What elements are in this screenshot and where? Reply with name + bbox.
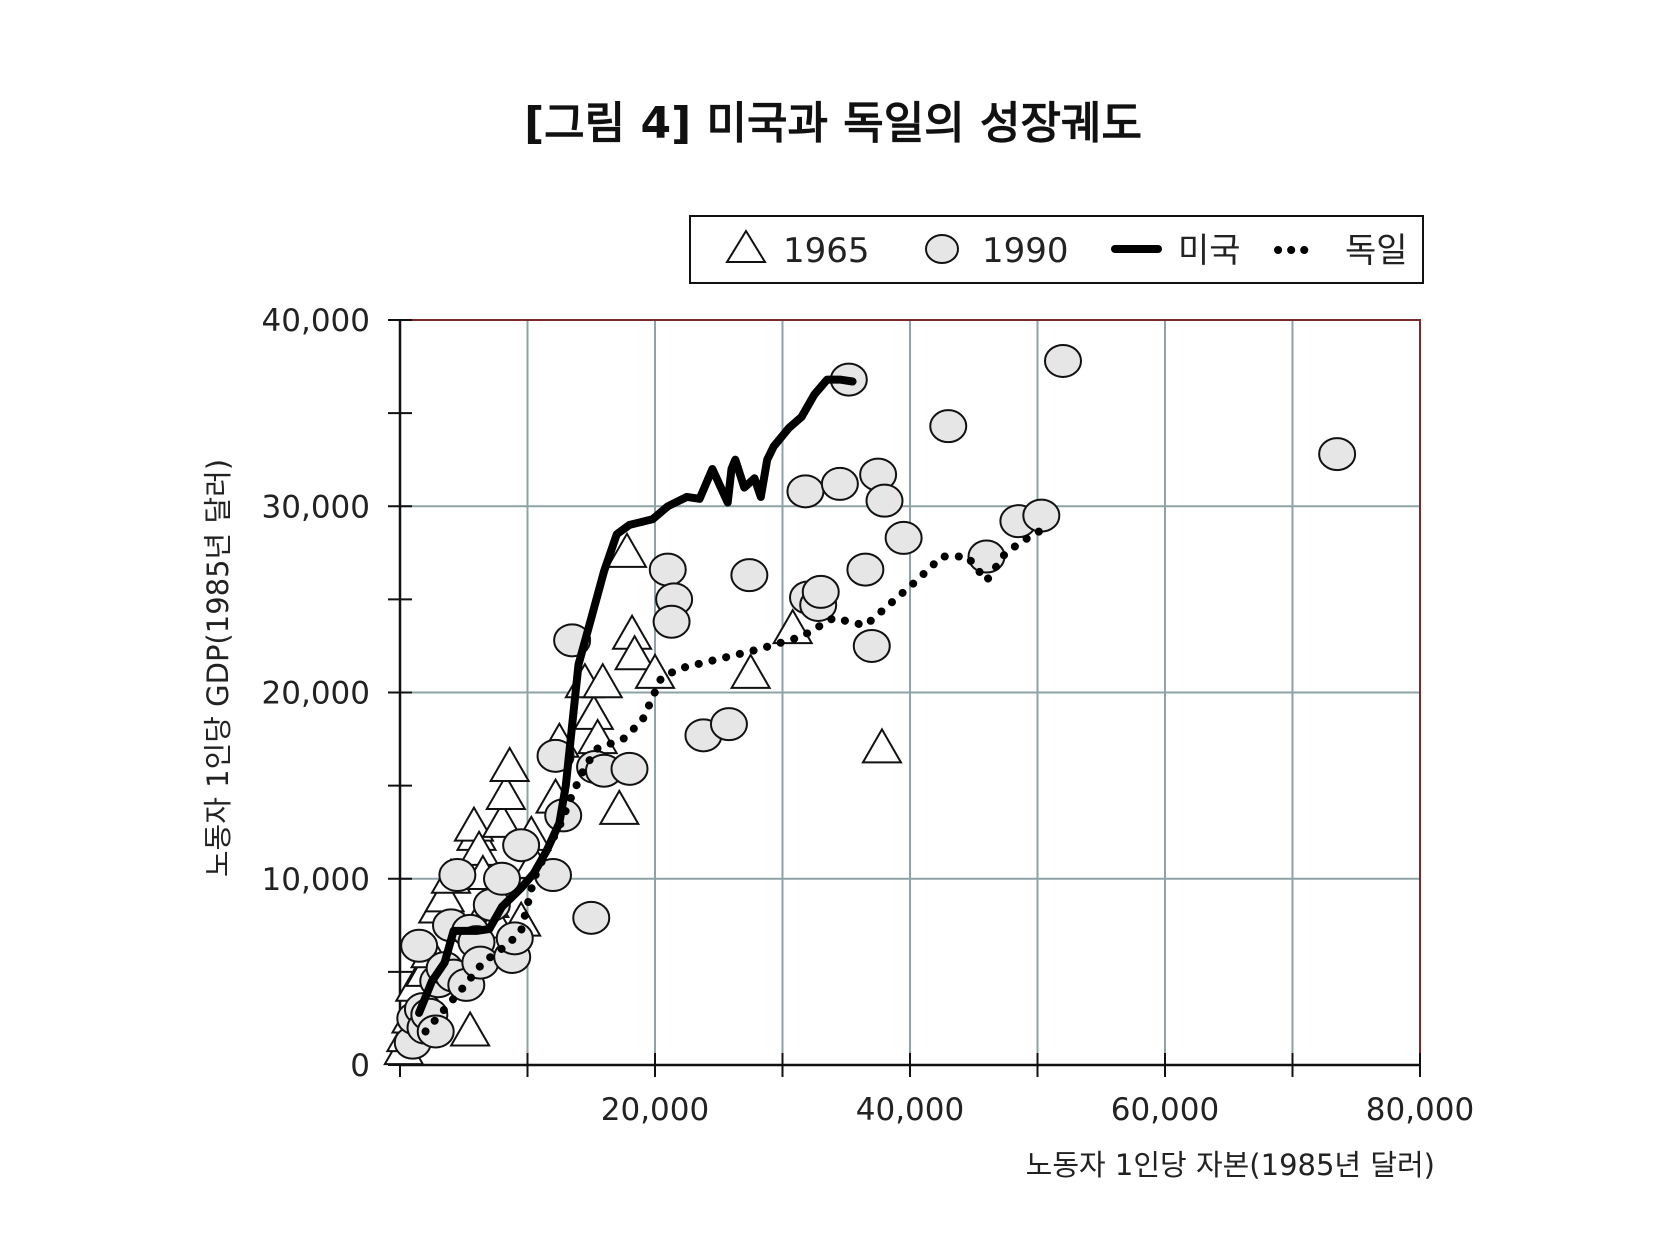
point-1990 [801,574,840,609]
line-germany [421,520,1055,1036]
grid [400,320,1420,1065]
point-1965 [573,693,615,730]
y-tick-label: 30,000 [262,489,370,525]
point-1990 [572,900,611,935]
legend-label-1965: 1965 [783,231,870,271]
point-1990 [416,1014,455,1049]
legend-label-usa: 미국 [1178,231,1241,271]
point-1965 [861,727,903,764]
legend-label-1990: 1990 [982,231,1069,271]
point-1965 [634,652,676,689]
lines [415,375,1055,1036]
legend-circle-icon [925,234,959,264]
x-tick-label: 60,000 [1111,1092,1219,1128]
point-1965 [606,531,648,568]
x-tick-label: 40,000 [856,1092,964,1128]
legend-triangle-icon [725,229,767,263]
point-1990 [884,520,923,555]
y-tick-label: 20,000 [262,676,370,712]
chart-title: [그림 4] 미국과 독일의 성장궤도 [524,98,1142,149]
point-1990 [709,707,748,742]
point-1990 [786,474,825,509]
point-1965 [581,662,624,699]
x-tick-label: 80,000 [1366,1092,1474,1128]
legend: 1965 1990 미국 독일 [689,215,1424,284]
point-1965 [481,801,523,838]
y-tick-label: 40,000 [262,303,370,339]
point-1990 [929,409,968,444]
marks-1990 [393,343,1357,1060]
point-1990 [483,861,521,896]
axes: 20,000 40,000 60,000 80,000 0 10,000 20,000 30,… [262,303,1475,1128]
y-axis-label: 노동자 1인당 GDP(1985년 달러) [201,459,235,877]
x-axis-label: 노동자 1인당 자본(1985년 달러) [1026,1148,1435,1182]
point-1990 [1022,498,1061,533]
point-1965 [449,1010,491,1047]
point-1990 [502,828,541,863]
point-1965 [771,608,814,645]
point-1990 [438,858,477,893]
point-1990 [865,483,904,518]
x-tick-label: 20,000 [601,1092,709,1128]
point-1990 [1044,343,1082,378]
legend-label-germany: 독일 [1345,231,1408,271]
y-tick-label: 10,000 [262,862,370,898]
point-1990 [400,928,439,963]
point-1965 [485,773,527,810]
line-usa [415,375,857,1017]
point-1990 [820,466,859,501]
point-1965 [729,652,772,689]
point-1965 [598,788,641,825]
point-1965 [613,634,656,671]
y-tick-label: 0 [350,1048,370,1084]
point-1990 [652,604,691,639]
point-1990 [1318,437,1357,472]
point-1990 [648,552,687,587]
point-1990 [846,552,885,587]
point-1990 [610,751,649,786]
point-1990 [730,558,769,593]
point-1990 [852,628,891,663]
point-1965 [488,745,531,782]
